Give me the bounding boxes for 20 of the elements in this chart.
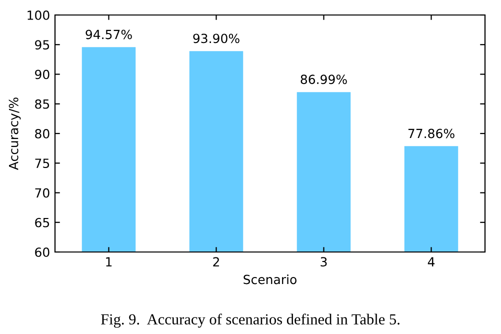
x-tick-label: 2	[213, 257, 219, 266]
y-tick-label: 65	[35, 218, 50, 228]
y-tick-label: 75	[35, 158, 50, 168]
y-tick-label: 90	[35, 70, 50, 80]
x-tick-label: 1	[106, 257, 112, 266]
y-tick-label: 85	[35, 99, 50, 109]
y-tick-label: 80	[35, 128, 50, 138]
data-label: 94.57%	[86, 30, 132, 40]
data-label: 77.86%	[408, 128, 454, 138]
data-label: 93.90%	[193, 34, 240, 44]
y-tick-label: 100	[28, 10, 50, 20]
data-label: 86.99%	[300, 74, 347, 84]
x-tick-label: 3	[320, 257, 327, 267]
y-axis-title: Accuracy/%	[8, 98, 21, 170]
y-tick-label: 70	[35, 188, 50, 198]
x-axis-title: Scenario	[244, 274, 296, 284]
y-tick-label: 60	[35, 247, 50, 257]
y-tick-label: 95	[35, 40, 50, 50]
x-tick-label: 4	[428, 257, 435, 266]
caption: Fig. 9. Accuracy of scenarios defined in Table 5.	[100, 314, 400, 328]
